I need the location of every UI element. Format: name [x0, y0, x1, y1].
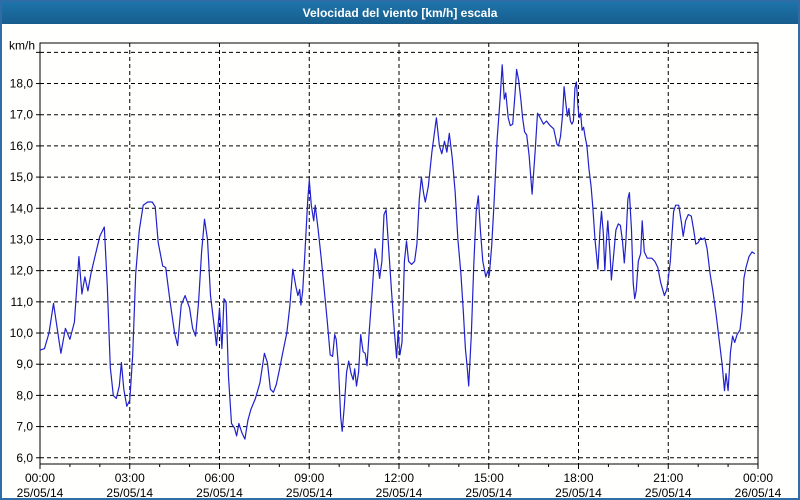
y-tick-label: 10,0	[10, 326, 34, 340]
y-tick-label: 16,0	[10, 139, 34, 153]
y-tick-label: 14,0	[10, 201, 34, 215]
chart-title: Velocidad del viento [km/h] escala	[302, 6, 498, 20]
x-tick-time-label: 03:00	[115, 471, 145, 485]
x-tick-date-label: 25/05/14	[376, 486, 423, 498]
chart-title-bar: Velocidad del viento [km/h] escala	[2, 2, 798, 24]
x-tick-time-label: 15:00	[474, 471, 504, 485]
y-tick-label: 15,0	[10, 170, 34, 184]
y-tick-label: 11,0	[11, 295, 34, 309]
x-tick-date-label: 25/05/14	[17, 486, 64, 498]
x-tick-date-label: 25/05/14	[465, 486, 512, 498]
x-tick-time-label: 18:00	[563, 471, 593, 485]
plot-area: 6,0 7,0 8,0 9,0 10,0 11,0 12,0 13,0 14,0 15,0 16,0…	[2, 24, 798, 498]
y-tick-label: 7,0	[16, 420, 33, 434]
y-tick-label: 8,0	[16, 388, 33, 402]
y-tick-label: 6,0	[16, 451, 33, 465]
x-tick-date-label: 26/05/14	[735, 486, 782, 498]
x-tick-date-label: 25/05/14	[106, 486, 153, 498]
x-tick-time-label: 06:00	[204, 471, 234, 485]
x-tick-time-label: 21:00	[653, 471, 683, 485]
y-tick-label: 18,0	[10, 77, 34, 91]
wind-speed-line	[39, 64, 756, 440]
plot-frame	[39, 42, 759, 465]
x-tick-time-label: 09:00	[294, 471, 324, 485]
y-tick-label: 17,0	[10, 108, 34, 122]
x-tick-date-label: 25/05/14	[555, 486, 602, 498]
y-tick-label: 9,0	[16, 357, 33, 371]
x-tick-time-label: 12:00	[384, 471, 414, 485]
x-tick-date-label: 25/05/14	[645, 486, 692, 498]
wind-speed-chart: 6,0 7,0 8,0 9,0 10,0 11,0 12,0 13,0 14,0 15,0 16,0…	[9, 38, 782, 498]
x-tick-time-label: 00:00	[25, 471, 55, 485]
y-tick-label: 13,0	[10, 232, 34, 246]
y-axis-unit-label: km/h	[9, 38, 35, 52]
x-tick-date-label: 25/05/14	[196, 486, 243, 498]
y-tick-label: 12,0	[10, 264, 34, 278]
x-tick-date-label: 25/05/14	[286, 486, 333, 498]
x-tick-time-label: 00:00	[743, 471, 773, 485]
